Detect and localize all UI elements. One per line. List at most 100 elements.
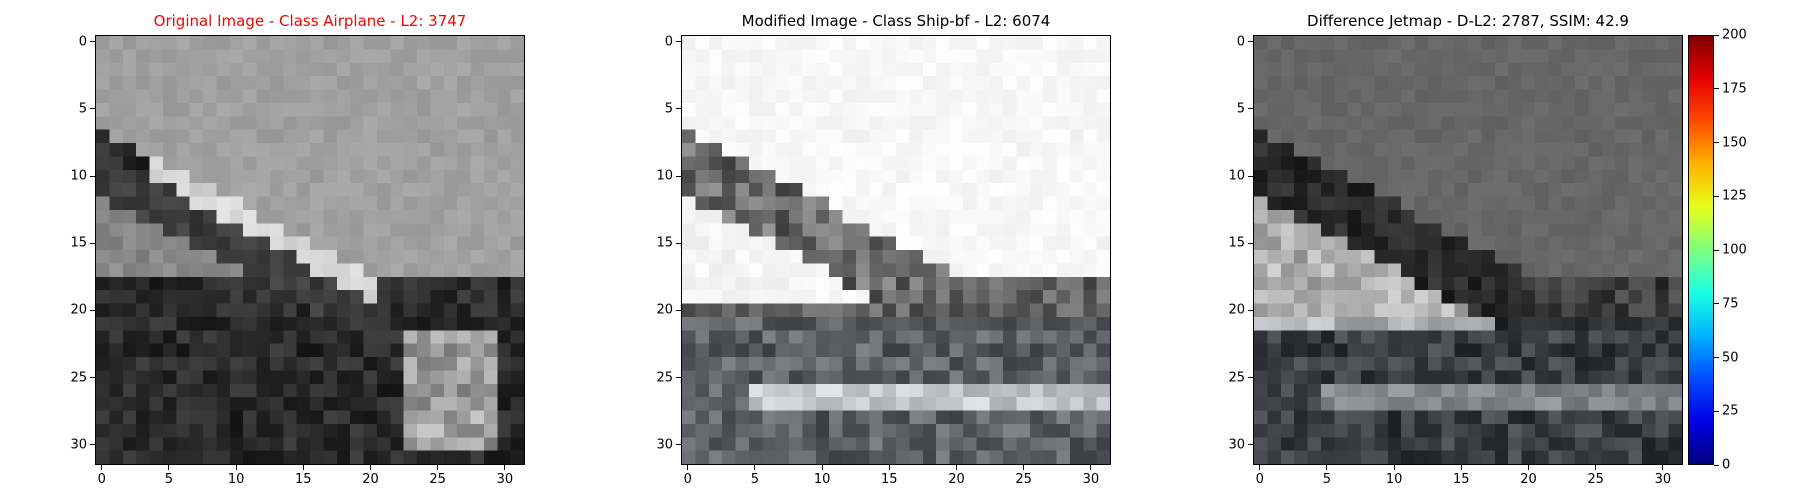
pixel xyxy=(336,223,351,237)
pixel xyxy=(1575,102,1589,117)
pixel xyxy=(829,129,843,144)
y-tick-label: 0 xyxy=(1236,34,1245,50)
pixel xyxy=(243,129,257,144)
pixel xyxy=(1575,223,1589,237)
pixel xyxy=(1056,183,1071,197)
pixel xyxy=(457,209,471,224)
pixel xyxy=(1083,423,1097,438)
pixel xyxy=(1307,263,1322,278)
pixel xyxy=(1615,423,1629,438)
pixel xyxy=(109,49,124,64)
pixel xyxy=(1374,116,1389,130)
x-tick-label: 0 xyxy=(97,472,106,487)
pixel xyxy=(457,250,471,264)
pixel xyxy=(1534,410,1549,425)
pixel xyxy=(1534,250,1549,264)
pixel xyxy=(735,209,750,224)
pixel xyxy=(483,49,498,64)
pixel xyxy=(695,183,710,197)
pixel xyxy=(815,303,830,318)
x-tick-mark xyxy=(235,465,237,470)
pixel xyxy=(1280,450,1295,464)
pixel xyxy=(350,169,364,184)
pixel xyxy=(122,263,137,278)
pixel xyxy=(497,76,511,90)
pixel xyxy=(1628,303,1643,318)
pixel xyxy=(296,263,311,278)
pixel xyxy=(1601,76,1616,90)
pixel xyxy=(1401,263,1415,278)
pixel xyxy=(1267,250,1282,264)
pixel xyxy=(1016,410,1031,425)
pixel xyxy=(1441,116,1455,130)
y-tick-mark xyxy=(1248,377,1253,379)
pixel xyxy=(989,143,1004,157)
pixel xyxy=(109,169,124,184)
pixel xyxy=(1387,276,1402,291)
pixel xyxy=(1628,370,1643,385)
pixel xyxy=(1401,143,1415,157)
pixel xyxy=(417,276,431,291)
pixel xyxy=(109,410,124,425)
pixel xyxy=(1481,423,1496,438)
pixel xyxy=(403,290,418,304)
pixel xyxy=(1641,102,1656,117)
pixel xyxy=(256,437,271,451)
pixel xyxy=(162,276,177,291)
pixel xyxy=(1334,76,1348,90)
pixel xyxy=(122,209,137,224)
pixel xyxy=(1387,316,1402,331)
pixel xyxy=(363,236,378,251)
pixel xyxy=(1468,143,1482,157)
pixel xyxy=(1494,370,1509,385)
y-tick-label: 5 xyxy=(78,101,87,117)
pixel xyxy=(1294,129,1308,144)
pixel xyxy=(1096,196,1110,211)
pixel xyxy=(376,383,391,398)
pixel xyxy=(323,76,338,90)
pixel xyxy=(136,89,150,104)
pixel xyxy=(1494,423,1509,438)
pixel xyxy=(775,303,790,318)
pixel xyxy=(1615,76,1629,90)
pixel xyxy=(122,196,137,211)
pixel xyxy=(1347,450,1362,464)
pixel xyxy=(802,450,817,464)
pixel xyxy=(1374,316,1389,331)
pixel xyxy=(1043,102,1057,117)
pixel xyxy=(310,143,324,157)
pixel xyxy=(1069,383,1084,398)
pixel xyxy=(390,209,404,224)
pixel xyxy=(403,236,418,251)
pixel xyxy=(1267,370,1282,385)
pixel xyxy=(922,410,937,425)
pixel xyxy=(1056,316,1071,331)
pixel xyxy=(1427,276,1442,291)
pixel xyxy=(336,316,351,331)
pixel xyxy=(815,276,830,291)
pixel xyxy=(390,36,404,50)
pixel xyxy=(1056,263,1071,278)
pixel xyxy=(1361,156,1375,171)
pixel xyxy=(1441,357,1455,371)
pixel xyxy=(976,209,990,224)
y-tick-label: 10 xyxy=(70,168,87,184)
pixel xyxy=(457,143,471,157)
pixel xyxy=(976,49,990,64)
pixel xyxy=(708,370,723,385)
pixel xyxy=(149,303,164,318)
pixel xyxy=(1387,169,1402,184)
pixel xyxy=(149,196,164,211)
pixel xyxy=(1069,223,1084,237)
pixel xyxy=(1280,250,1295,264)
pixel xyxy=(350,330,364,344)
pixel xyxy=(1548,450,1562,464)
pixel xyxy=(1534,156,1549,171)
pixel xyxy=(122,183,137,197)
pixel xyxy=(96,196,110,211)
pixel xyxy=(1668,36,1682,50)
pixel xyxy=(802,36,817,50)
pixel xyxy=(1280,156,1295,171)
pixel xyxy=(989,437,1004,451)
